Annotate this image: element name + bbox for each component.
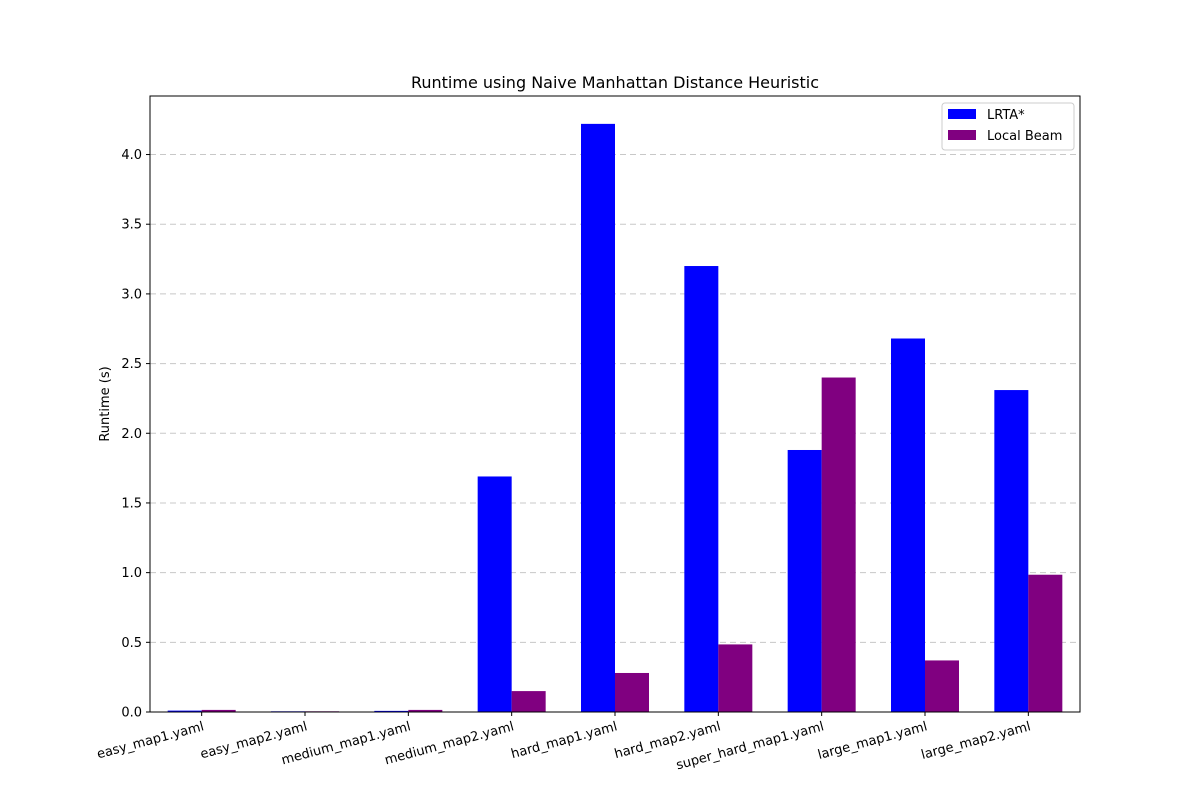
bar-lrta-hard-map2-yaml	[684, 266, 719, 712]
y-tick-label: 2.0	[121, 427, 142, 442]
y-tick-label: 2.5	[121, 357, 142, 372]
bar-lrta-medium-map2-yaml	[477, 476, 512, 712]
bar-lrta-large-map1-yaml	[891, 338, 925, 712]
y-tick-label: 3.5	[121, 218, 142, 233]
bar-local-beam-large-map2-yaml	[1028, 574, 1063, 712]
legend-swatch-local-beam	[948, 130, 976, 140]
bar-local-beam-super-hard-map1-yaml	[821, 377, 856, 712]
bar-local-beam-medium-map2-yaml	[511, 691, 546, 712]
bar-lrta-medium-map1-yaml	[374, 710, 409, 712]
y-tick-label: 0.5	[121, 636, 142, 651]
y-tick-label: 0.0	[121, 706, 142, 721]
y-tick-label: 4.0	[121, 148, 142, 163]
chart-title: Runtime using Naive Manhattan Distance H…	[411, 73, 819, 92]
legend-label-local-beam: Local Beam	[987, 129, 1062, 144]
bar-local-beam-medium-map1-yaml	[408, 709, 443, 712]
bar-local-beam-hard-map1-yaml	[615, 672, 649, 712]
bar-local-beam-large-map1-yaml	[925, 660, 959, 712]
bars	[167, 123, 1063, 713]
bar-local-beam-hard-map2-yaml	[718, 644, 753, 712]
bar-local-beam-easy-map1-yaml	[201, 709, 236, 712]
y-axis-label: Runtime (s)	[98, 366, 113, 441]
y-tick-label: 1.5	[121, 496, 142, 511]
bar-lrta-easy-map1-yaml	[167, 710, 202, 712]
bar-lrta-super-hard-map1-yaml	[787, 449, 822, 712]
bar-lrta-hard-map1-yaml	[581, 123, 615, 713]
y-tick-label: 1.0	[121, 566, 142, 581]
y-axis-ticks: 0.0 0.5 1.0 1.5 2.0 2.5 3.0 3.5 4.0	[121, 148, 150, 721]
y-tick-label: 3.0	[121, 287, 142, 302]
legend: LRTA* Local Beam	[941, 102, 1075, 151]
legend-label-lrta: LRTA*	[987, 108, 1025, 123]
legend-swatch-lrta	[948, 109, 976, 119]
bar-lrta-large-map2-yaml	[994, 390, 1029, 712]
